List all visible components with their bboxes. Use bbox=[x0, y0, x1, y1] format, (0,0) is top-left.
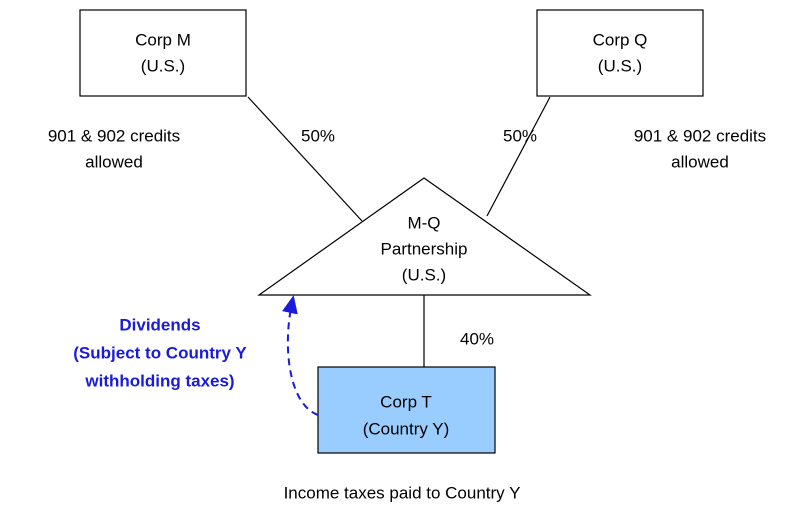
node-label: Corp M bbox=[135, 30, 191, 49]
note: 901 & 902 credits bbox=[634, 126, 766, 145]
flow-label: Dividends bbox=[119, 315, 200, 334]
note: allowed bbox=[671, 152, 729, 171]
note: allowed bbox=[85, 152, 143, 171]
node-label: (Country Y) bbox=[363, 419, 450, 438]
node-label: (U.S.) bbox=[598, 56, 642, 75]
flow-label: (Subject to Country Y bbox=[73, 343, 247, 362]
edge-line bbox=[486, 96, 551, 217]
edge-line bbox=[247, 96, 363, 222]
node-label: Corp Q bbox=[593, 30, 648, 49]
note: Income taxes paid to Country Y bbox=[284, 483, 521, 502]
edge-label: 50% bbox=[503, 126, 537, 145]
node-label: M-Q bbox=[407, 213, 440, 232]
flow-label: withholding taxes) bbox=[84, 371, 234, 390]
note: 901 & 902 credits bbox=[48, 126, 180, 145]
edge-label: 50% bbox=[301, 126, 335, 145]
node-label: Corp T bbox=[380, 392, 432, 411]
node-triangle bbox=[257, 177, 592, 296]
node-label: Partnership bbox=[381, 239, 468, 258]
node-box bbox=[79, 9, 247, 97]
node-box bbox=[536, 9, 704, 97]
node-box bbox=[317, 366, 496, 454]
edge-label: 40% bbox=[460, 329, 494, 348]
node-label: (U.S.) bbox=[141, 56, 185, 75]
dividend-arrow bbox=[282, 295, 319, 416]
node-label: (U.S.) bbox=[402, 265, 446, 284]
labels: Corp M (U.S.) Corp Q (U.S.) M-Q Partnership (U… bbox=[48, 30, 766, 502]
